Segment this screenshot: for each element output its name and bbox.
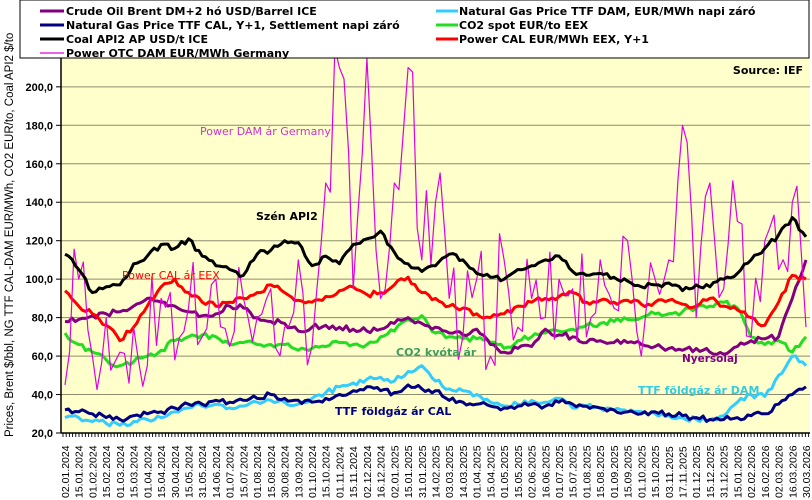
series-line-3 [64, 58, 807, 391]
x-tick-label: 01.10.2025 [636, 445, 648, 498]
x-tick-label: 14.02.2025 [431, 445, 443, 498]
x-tick-label: 02.06.2025 [527, 445, 539, 498]
y-tick-label: 20,0 [32, 428, 53, 440]
annotation-co2: CO2 kvóta ár [396, 346, 477, 359]
source-label: Source: IEF [733, 64, 803, 77]
x-tick-label: 03.03.2025 [444, 445, 456, 498]
x-tick-label: 02.01.2025 [389, 445, 401, 498]
x-tick-label: 15.11.2024 [348, 446, 360, 498]
x-tick-label: 31.12.2025 [719, 445, 731, 498]
y-tick-label: 100,0 [25, 274, 53, 286]
series-layer [63, 58, 808, 428]
x-ticks: 02.01.2024 15.01.2024 01.02.2024 15.02.2024… [60, 445, 812, 498]
x-tick-label: 14.06.2024 [211, 445, 223, 498]
y-ticks: 20,0 40,0 60,0 80,0 100,0 120,0 140,0 160,0 180,… [25, 82, 61, 440]
x-tick-label: 01.07.2025 [554, 445, 566, 498]
x-tick-label: 01.05.2025 [499, 445, 511, 498]
y-tick-label: 180,0 [25, 120, 53, 132]
x-tick-label: 15.04.2025 [485, 445, 497, 498]
x-tick-label: 15.01.2026 [732, 445, 744, 498]
x-tick-label: 16.03.2026 [787, 445, 799, 498]
series-line-5 [63, 299, 808, 369]
x-tick-label: 15.05.2024 [184, 445, 196, 498]
x-tick-label: 02.12.2024 [362, 445, 374, 498]
series-line-1 [64, 383, 807, 423]
x-tick-label: 01.03.2024 [115, 445, 127, 498]
x-tick-label: 15.10.2024 [321, 445, 333, 498]
x-tick-label: 01.08.2025 [581, 445, 593, 498]
x-tick-label: 01.08.2024 [252, 445, 264, 498]
legend-label: Coal API2 AP USD/t ICE [66, 33, 208, 46]
x-tick-label: 01.11.2024 [334, 446, 346, 498]
x-tick-label: 02.01.2024 [60, 445, 72, 498]
y-tick-label: 120,0 [25, 236, 53, 248]
y-tick-label: 60,0 [32, 351, 53, 363]
series-line-4 [64, 354, 808, 428]
x-tick-label: 02.02.2026 [746, 445, 758, 498]
legend-label: Natural Gas Price TTF CAL, Y+1, Settleme… [66, 19, 400, 32]
x-tick-label: 15.07.2024 [238, 445, 250, 498]
x-tick-label: 01.02.2024 [87, 445, 99, 498]
x-tick-label: 17.11.2025 [678, 446, 690, 498]
x-tick-label: 01.07.2024 [225, 445, 237, 498]
annotation-coal: Szén API2 [256, 210, 318, 223]
x-tick-label: 14.03.2025 [458, 445, 470, 498]
x-tick-label: 16.02.2026 [760, 445, 772, 498]
y-tick-label: 80,0 [32, 313, 53, 325]
y-axis-title: Prices, Brent $/bbl, NG TTF CAL-DAM EUR/… [4, 33, 16, 437]
x-tick-label: 01.04.2025 [472, 445, 484, 498]
plot-area [61, 58, 810, 433]
legend-label: Natural Gas Price TTF DAM, EUR/MWh napi … [459, 5, 756, 18]
x-tick-label: 15.08.2025 [595, 445, 607, 498]
annotation-ttf-cal: TTF földgáz ár CAL [335, 405, 451, 418]
x-tick-label: 15.03.2024 [129, 445, 141, 498]
x-tick-label: 15.02.2024 [101, 445, 113, 498]
x-tick-label: 15.04.2024 [156, 445, 168, 498]
x-tick-label: 31.05.2024 [197, 445, 209, 498]
series-line-6 [64, 273, 807, 343]
x-tick-label: 03.11.2025 [664, 446, 676, 498]
legend-label: Power CAL EUR/MWh EEX, Y+1 [459, 33, 649, 46]
x-tick-label: 15.08.2024 [266, 445, 278, 498]
x-minor-ticks [62, 433, 810, 437]
annotation-power-cal: Power CAL ár EEX [122, 269, 220, 282]
x-tick-label: 15.10.2025 [650, 445, 662, 498]
x-tick-label: 15.01.2025 [403, 445, 415, 498]
series-line-0 [64, 259, 808, 356]
x-tick-label: 16.12.2024 [376, 445, 388, 498]
x-tick-label: 01.12.2025 [691, 445, 703, 498]
y-tick-label: 160,0 [25, 159, 53, 171]
x-tick-label: 01.04.2024 [142, 445, 154, 498]
y-tick-label: 140,0 [25, 197, 53, 209]
legend-label: Power OTC DAM EUR/MWh Germany [66, 47, 289, 60]
x-tick-label: 01.09.2025 [609, 445, 621, 498]
x-tick-label: 15.05.2025 [513, 445, 525, 498]
x-tick-label: 13.09.2024 [293, 445, 305, 498]
annotation-ttf-dam: TTF földgáz ár DAM [638, 384, 759, 397]
legend: Crude Oil Brent DM+2 hó USD/Barrel ICENa… [40, 5, 756, 60]
annotation-power-dam: Power DAM ár Germany [200, 125, 331, 138]
x-tick-label: 15.09.2025 [623, 445, 635, 498]
legend-label: CO2 spot EUR/to EEX [459, 19, 589, 32]
x-tick-label: 01.10.2024 [307, 445, 319, 498]
annotation-crude-oil: Nyersolaj [682, 353, 738, 365]
x-tick-label: 31.01.2025 [417, 445, 429, 498]
legend-label: Crude Oil Brent DM+2 hó USD/Barrel ICE [66, 5, 317, 18]
x-tick-label: 15.12.2025 [705, 445, 717, 498]
y-tick-label: 40,0 [32, 390, 53, 402]
x-tick-label: 30.03.2026 [801, 445, 812, 498]
x-tick-label: 15.01.2024 [74, 445, 86, 498]
x-tick-label: 30.04.2024 [170, 445, 182, 498]
x-tick-label: 16.06.2025 [540, 445, 552, 498]
x-tick-label: 02.03.2026 [774, 445, 786, 498]
series-line-2 [64, 216, 808, 295]
x-tick-label: 30.08.2024 [280, 445, 292, 498]
x-tick-label: 15.07.2025 [568, 445, 580, 498]
y-tick-label: 200,0 [25, 82, 53, 94]
legend-box [19, 0, 810, 59]
